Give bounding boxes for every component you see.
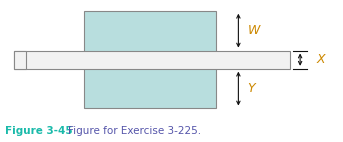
Text: $\it{W}$: $\it{W}$ [247,24,262,37]
Bar [14,51,290,69]
Text: Figure 3-45: Figure 3-45 [5,126,73,136]
Text: Figure for Exercise 3-225.: Figure for Exercise 3-225. [55,126,201,136]
Text: $\it{Y}$: $\it{Y}$ [247,82,257,95]
Bar [14,51,26,69]
Text: $\it{X}$: $\it{X}$ [316,53,327,66]
Bar [84,11,216,108]
